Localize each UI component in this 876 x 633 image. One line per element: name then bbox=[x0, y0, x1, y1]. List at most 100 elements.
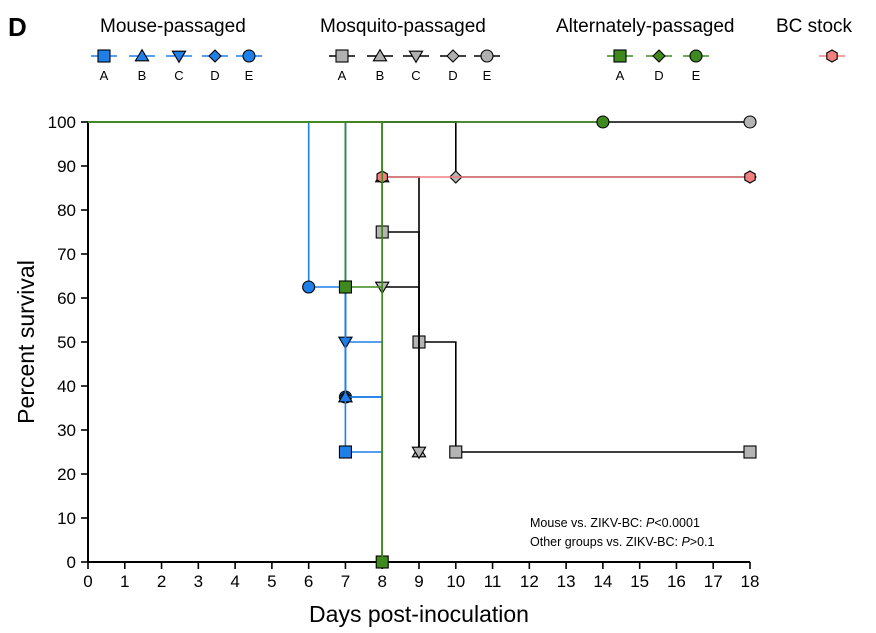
legend-marker-triangle-down bbox=[171, 50, 187, 64]
legend-item: B bbox=[129, 48, 155, 83]
annotation-value: >0.1 bbox=[690, 535, 715, 549]
x-tick-label: 16 bbox=[667, 572, 686, 591]
legend-item: D bbox=[646, 49, 672, 83]
x-tick-label: 12 bbox=[520, 572, 539, 591]
series-mosquito-passaged-a bbox=[88, 121, 757, 459]
axes: 0 1 2 3 4 5 6 7 8 9 10 11 12 13 14 15 16 17 18010203040506… bbox=[13, 113, 759, 627]
x-tick-label: 11 bbox=[484, 572, 502, 591]
data-point-circle bbox=[743, 115, 757, 129]
x-tick-label: 9 bbox=[414, 572, 423, 591]
legend-marker-square bbox=[613, 49, 627, 63]
annotation-p: P bbox=[646, 516, 655, 530]
legend-item: A bbox=[607, 49, 633, 83]
legend-marker-triangle-up bbox=[372, 48, 388, 62]
legend-key-label: B bbox=[138, 68, 147, 83]
data-point-triangle-down bbox=[411, 446, 427, 460]
annotation-value: <0.0001 bbox=[654, 516, 700, 530]
legend-marker-diamond bbox=[208, 49, 222, 63]
legend-group-title: BC stock bbox=[776, 16, 853, 37]
series-line bbox=[88, 121, 383, 562]
series-line bbox=[88, 121, 750, 178]
series-line bbox=[88, 121, 383, 562]
x-tick-label: 2 bbox=[157, 572, 166, 591]
legend: Mouse-passaged A B C D E Mosquito-passaged A B C D… bbox=[91, 16, 853, 83]
x-tick-label: 15 bbox=[630, 572, 649, 591]
data-point-square bbox=[338, 445, 352, 459]
y-tick-label: 0 bbox=[67, 553, 76, 572]
stat-annotation: Mouse vs. ZIKV-BC: P<0.0001 bbox=[530, 516, 700, 530]
legend-marker-diamond bbox=[446, 49, 460, 63]
y-tick-label: 30 bbox=[57, 421, 76, 440]
legend-key-label: A bbox=[338, 68, 347, 83]
series-line bbox=[88, 121, 383, 562]
annotation-p: P bbox=[681, 535, 690, 549]
legend-marker-square bbox=[97, 49, 111, 63]
x-tick-label: 10 bbox=[446, 572, 465, 591]
series-mosquito-passaged-c bbox=[88, 121, 427, 460]
series-line bbox=[88, 121, 383, 562]
series-mosquito-passaged-b bbox=[88, 121, 427, 458]
x-axis-label: Days post-inoculation bbox=[309, 601, 529, 627]
series-line bbox=[88, 121, 383, 562]
x-tick-label: 8 bbox=[377, 572, 386, 591]
y-tick-label: 10 bbox=[57, 509, 76, 528]
legend-item: A bbox=[91, 49, 117, 83]
series-mouse-passaged-c bbox=[88, 121, 383, 562]
legend-key-label: E bbox=[245, 68, 254, 83]
legend-item: C bbox=[166, 50, 192, 83]
y-tick-label: 90 bbox=[57, 157, 76, 176]
legend-item: E bbox=[236, 49, 262, 83]
legend-marker-hexagon bbox=[826, 49, 838, 63]
series-mouse-passaged-a bbox=[88, 121, 383, 562]
legend-key-label: D bbox=[448, 68, 457, 83]
x-tick-label: 13 bbox=[557, 572, 576, 591]
legend-group-mouse-passaged: Mouse-passaged A B C D E bbox=[91, 16, 262, 83]
legend-key-label: E bbox=[483, 68, 492, 83]
series-bc-stock bbox=[88, 121, 756, 184]
series-line bbox=[88, 121, 383, 562]
data-point-square bbox=[338, 280, 352, 294]
series-mouse-passaged-d bbox=[88, 121, 383, 562]
legend-item: A bbox=[329, 49, 355, 83]
legend-key-label: A bbox=[616, 68, 625, 83]
x-tick-label: 5 bbox=[267, 572, 276, 591]
annotation-prefix: Mouse vs. ZIKV-BC: bbox=[530, 516, 646, 530]
y-tick-label: 100 bbox=[48, 113, 76, 132]
legend-group-title: Mouse-passaged bbox=[100, 16, 246, 37]
legend-marker-circle bbox=[242, 49, 256, 63]
data-point-square bbox=[449, 445, 463, 459]
legend-group-title: Alternately-passaged bbox=[556, 16, 735, 37]
legend-item: E bbox=[474, 49, 500, 83]
series-alternately-passaged-d bbox=[88, 121, 383, 562]
legend-item bbox=[819, 49, 845, 63]
data-point-square bbox=[743, 445, 757, 459]
x-tick-label: 7 bbox=[341, 572, 350, 591]
legend-item: D bbox=[440, 49, 466, 83]
legend-key-label: D bbox=[210, 68, 219, 83]
legend-key-label: B bbox=[376, 68, 385, 83]
legend-key-label: D bbox=[654, 68, 663, 83]
x-tick-label: 1 bbox=[120, 572, 129, 591]
x-tick-label: 4 bbox=[230, 572, 239, 591]
legend-key-label: C bbox=[411, 68, 420, 83]
legend-group-alternately-passaged: Alternately-passaged A D E bbox=[556, 16, 735, 83]
series-mouse-passaged-e bbox=[88, 121, 383, 562]
y-tick-label: 60 bbox=[57, 289, 76, 308]
y-tick-label: 20 bbox=[57, 465, 76, 484]
y-tick-label: 50 bbox=[57, 333, 76, 352]
x-tick-label: 14 bbox=[593, 572, 612, 591]
legend-key-label: E bbox=[692, 68, 701, 83]
data-point-circle bbox=[302, 280, 316, 294]
legend-item: E bbox=[683, 49, 709, 83]
legend-marker-diamond bbox=[652, 49, 666, 63]
legend-group-mosquito-passaged: Mosquito-passaged A B C D E bbox=[320, 16, 500, 83]
series-line bbox=[88, 121, 383, 562]
legend-marker-square bbox=[335, 49, 349, 63]
x-tick-label: 17 bbox=[704, 572, 723, 591]
legend-group-title: Mosquito-passaged bbox=[320, 16, 486, 37]
legend-item: B bbox=[367, 48, 393, 83]
data-point-circle bbox=[596, 115, 610, 129]
legend-group-bc-stock: BC stock bbox=[776, 16, 853, 63]
